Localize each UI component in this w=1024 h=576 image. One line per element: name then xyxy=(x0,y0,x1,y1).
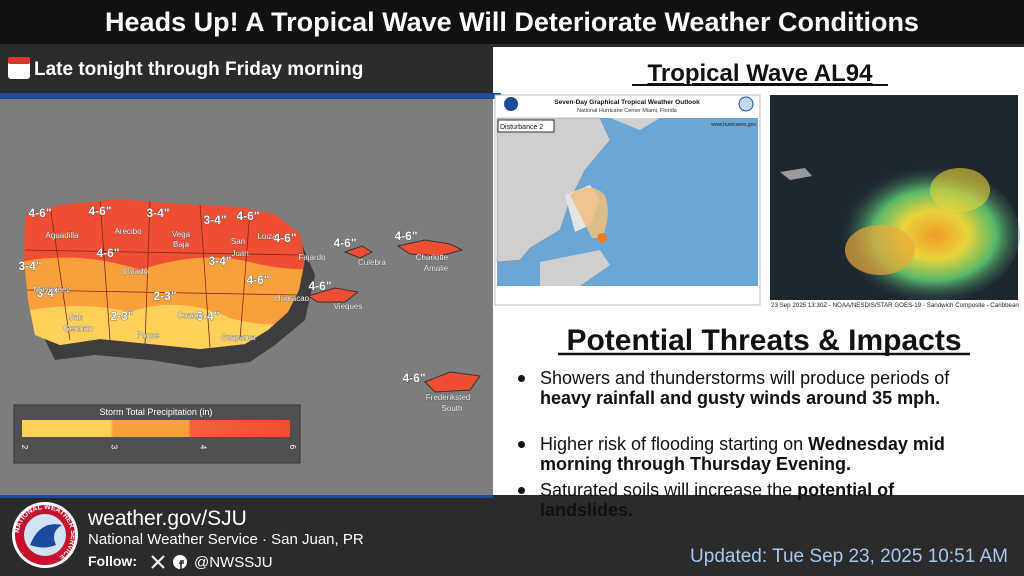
place-label: Humacao xyxy=(275,294,310,303)
place-label: Loiza xyxy=(257,232,277,241)
legend: Storm Total Precipitation (in) 2 3 4 6 xyxy=(13,404,301,464)
place-label: Juan xyxy=(231,249,248,258)
place-label: Charlotte xyxy=(416,253,449,262)
bullet: Showers and thunderstorms will produce p… xyxy=(518,368,990,408)
st-croix xyxy=(424,371,481,393)
title-bar xyxy=(0,0,1024,44)
outlook-subtitle: National Hurricane Center Miami, Florida xyxy=(577,108,678,114)
outlook-url: www.hurricanes.gov xyxy=(711,122,756,128)
rain-label: 3-4" xyxy=(203,213,226,227)
disturbance-label: Disturbance 2 xyxy=(500,124,543,131)
outlook-title: Seven-Day Graphical Tropical Weather Out… xyxy=(554,99,700,106)
panel-title: Tropical Wave AL94 xyxy=(648,60,874,87)
rain-label: 4-6" xyxy=(246,273,269,287)
rain-label: 3-4" xyxy=(18,259,41,273)
footer-accent xyxy=(0,495,493,498)
place-label: Arecibo xyxy=(114,227,142,236)
place-label: Mayaguez xyxy=(34,285,71,294)
footer-office: National Weather Service · San Juan, PR xyxy=(88,531,364,548)
legend-tick-label: 4 xyxy=(199,445,208,450)
footer-handle: @NWSSJU xyxy=(194,554,273,571)
rain-label: 4-6" xyxy=(96,246,119,260)
legend-title: Storm Total Precipitation (in) xyxy=(100,407,213,417)
place-label: San xyxy=(231,237,245,246)
satellite-image: 23 Sep 2025 13:30Z - NOAA/NESDIS/STAR GO… xyxy=(770,95,1020,309)
rain-label: 4-6" xyxy=(394,229,417,243)
calendar-icon xyxy=(8,57,30,79)
place-label: Baja xyxy=(173,240,190,249)
rain-label: 2-3" xyxy=(110,309,133,323)
social-icons xyxy=(151,555,187,569)
legend-tick-label: 6 xyxy=(288,445,297,450)
place-label: Coamo xyxy=(177,311,203,320)
rain-label: 3-4" xyxy=(208,254,231,268)
place-label: Fajardo xyxy=(298,253,326,262)
bullet: Saturated soils will increase the potent… xyxy=(518,480,990,520)
rain-label: 4-6" xyxy=(308,279,331,293)
rain-label: 3-4" xyxy=(196,309,219,323)
place-label: German xyxy=(64,324,93,333)
place-label: Vega xyxy=(172,230,191,239)
accent-line xyxy=(0,93,500,99)
bullet-text: Higher risk of flooding starting on xyxy=(540,434,809,454)
place-label: Guayama xyxy=(221,333,256,342)
place-label: Vieques xyxy=(334,302,363,311)
bullet-emphasis: Wednesday mid morning through Thursday E… xyxy=(540,434,945,474)
outlook-image: Disturbance 2 Seven-Day Graphical Tropic… xyxy=(494,94,761,306)
legend-tick-label: 2 xyxy=(20,445,29,450)
rain-label: 4-6" xyxy=(88,204,111,218)
satellite-caption: 23 Sep 2025 13:30Z - NOAA/NESDIS/STAR GO… xyxy=(771,302,1019,309)
rain-label: 4-6" xyxy=(402,371,425,385)
place-label: Frederiksted xyxy=(426,393,470,402)
legend-tick-label: 3 xyxy=(109,445,118,450)
updated: Updated: Tue Sep 23, 2025 10:51 AM xyxy=(690,546,1008,567)
subtitle: Late tonight through Friday morning xyxy=(34,59,363,80)
bullet-emphasis: heavy rainfall and gusty winds around 35… xyxy=(540,388,941,408)
place-label: South xyxy=(442,404,463,413)
rain-label: 3-4" xyxy=(146,206,169,220)
place-label: Ponce xyxy=(137,331,160,340)
title: Heads Up! A Tropical Wave Will Deteriora… xyxy=(105,7,919,37)
culebra xyxy=(343,245,374,259)
place-label: Amalie xyxy=(424,264,449,273)
rain-label: 2-3" xyxy=(153,289,176,303)
bullet-text: Showers and thunderstorms will produce p… xyxy=(540,368,950,388)
footer-url: weather.gov/SJU xyxy=(87,507,247,530)
st-thomas xyxy=(396,239,464,257)
rain-label: 4-6" xyxy=(333,236,356,250)
bullet-text: Saturated soils will increase the xyxy=(540,480,798,500)
place-label: Culebra xyxy=(358,258,387,267)
rain-label: 4-6" xyxy=(236,209,259,223)
place-label: San xyxy=(69,313,83,322)
vieques xyxy=(306,287,360,303)
bullet: Higher risk of flooding starting on Wedn… xyxy=(518,434,990,474)
rain-label: 3-4" xyxy=(36,286,59,300)
rain-label: 4-6" xyxy=(273,231,296,245)
footer xyxy=(0,495,1024,576)
place-label: Utuado xyxy=(122,267,148,276)
nws-logo: NATIONAL WEATHER SERVICE xyxy=(12,502,78,568)
threats-title: Potential Threats & Impacts xyxy=(566,324,961,357)
rain-label: 4-6" xyxy=(28,206,51,220)
map: 4-6" 4-6" 3-4" 3-4" 4-6" 4-6" 4-6" 3-4" 3-4" 4-6"… xyxy=(18,199,481,413)
bullet-emphasis: potential of landslides. xyxy=(540,480,895,520)
place-label: Aguadilla xyxy=(46,231,79,240)
footer-follow: Follow: xyxy=(88,553,137,569)
